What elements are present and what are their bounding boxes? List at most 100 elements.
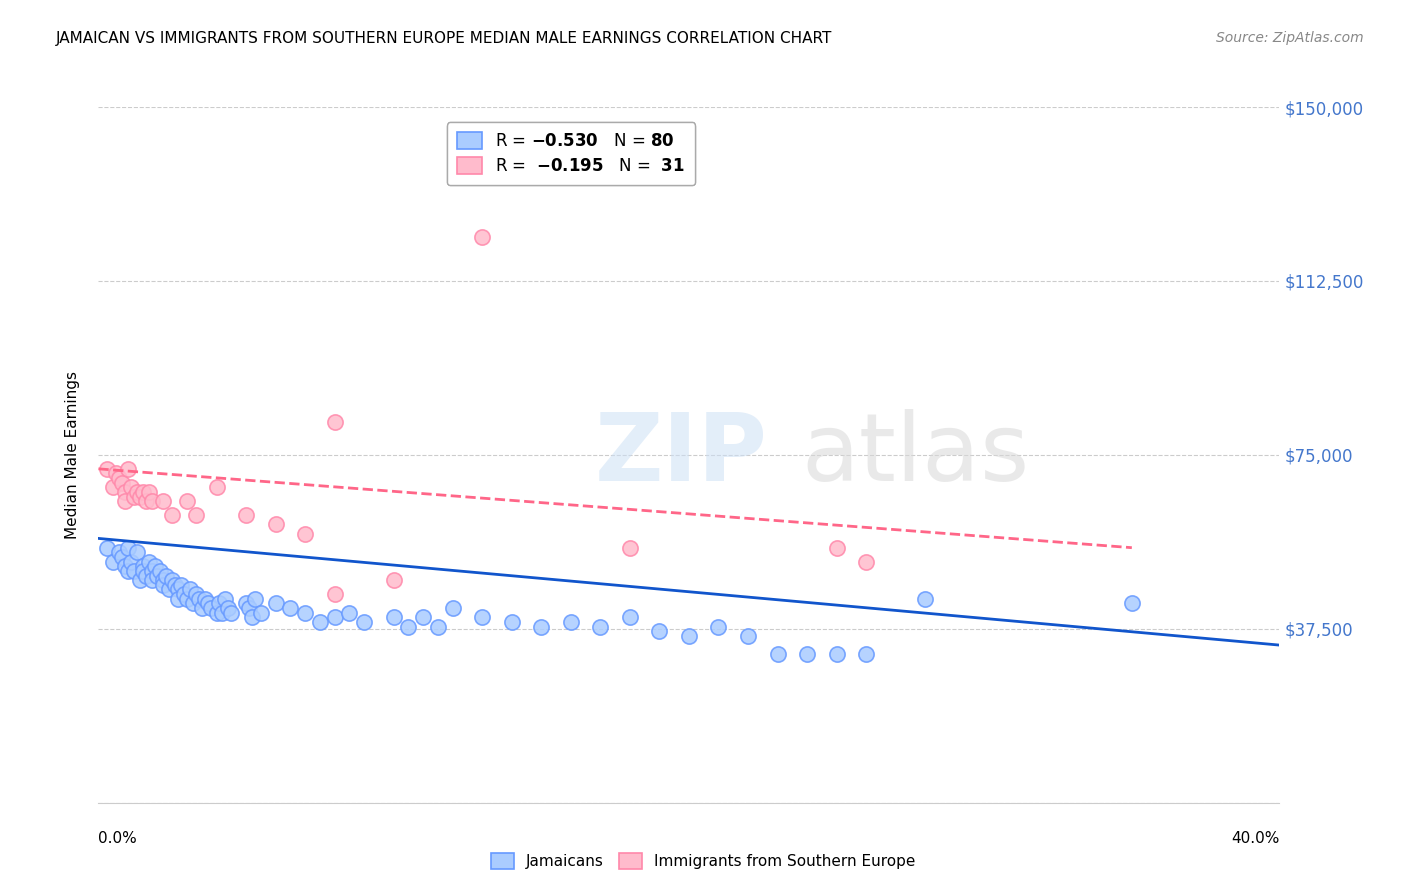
Point <box>217 601 239 615</box>
Point <box>619 541 641 555</box>
Point <box>412 610 434 624</box>
Point <box>441 601 464 615</box>
Point <box>114 485 136 500</box>
Point <box>111 475 134 490</box>
Point <box>157 582 180 597</box>
Point <box>135 568 157 582</box>
Point <box>323 416 346 430</box>
Point <box>108 545 131 559</box>
Point <box>155 568 177 582</box>
Point <box>707 619 730 633</box>
Legend: Jamaicans, Immigrants from Southern Europe: Jamaicans, Immigrants from Southern Euro… <box>485 847 921 875</box>
Point <box>128 573 150 587</box>
Point <box>214 591 236 606</box>
Point <box>560 615 582 629</box>
Point <box>766 648 789 662</box>
Point <box>323 610 346 624</box>
Point <box>530 619 553 633</box>
Point <box>179 582 201 597</box>
Point <box>141 494 163 508</box>
Text: JAMAICAN VS IMMIGRANTS FROM SOUTHERN EUROPE MEDIAN MALE EARNINGS CORRELATION CHA: JAMAICAN VS IMMIGRANTS FROM SOUTHERN EUR… <box>56 31 832 46</box>
Point <box>825 541 848 555</box>
Y-axis label: Median Male Earnings: Median Male Earnings <box>65 371 80 539</box>
Legend: R = $\mathbf{-0.530}$   N = $\mathbf{80}$, R =  $\mathbf{-0.195}$   N =  $\mathb: R = $\mathbf{-0.530}$ N = $\mathbf{80}$,… <box>447 122 695 186</box>
Point <box>184 587 207 601</box>
Point <box>205 606 228 620</box>
Point <box>167 591 190 606</box>
Point <box>589 619 612 633</box>
Point <box>176 494 198 508</box>
Text: Source: ZipAtlas.com: Source: ZipAtlas.com <box>1216 31 1364 45</box>
Point <box>309 615 332 629</box>
Point <box>240 610 263 624</box>
Text: 40.0%: 40.0% <box>1232 830 1279 846</box>
Point <box>132 564 155 578</box>
Point <box>173 587 195 601</box>
Point <box>825 648 848 662</box>
Point <box>152 573 174 587</box>
Point <box>152 494 174 508</box>
Point <box>120 555 142 569</box>
Point <box>125 545 148 559</box>
Point <box>219 606 242 620</box>
Point <box>382 610 405 624</box>
Point <box>294 526 316 541</box>
Point <box>117 462 139 476</box>
Point <box>132 485 155 500</box>
Point <box>132 559 155 574</box>
Point <box>235 596 257 610</box>
Point <box>382 573 405 587</box>
Point <box>208 596 231 610</box>
Point <box>117 541 139 555</box>
Point <box>187 591 209 606</box>
Point <box>117 564 139 578</box>
Point <box>191 601 214 615</box>
Point <box>181 596 204 610</box>
Point <box>170 578 193 592</box>
Point <box>114 559 136 574</box>
Point <box>211 606 233 620</box>
Point <box>396 619 419 633</box>
Point <box>152 578 174 592</box>
Point <box>96 462 118 476</box>
Point <box>796 648 818 662</box>
Point <box>323 587 346 601</box>
Point <box>111 549 134 564</box>
Point <box>141 564 163 578</box>
Point <box>120 480 142 494</box>
Point <box>149 564 172 578</box>
Point <box>264 517 287 532</box>
Point <box>471 230 494 244</box>
Point <box>114 494 136 508</box>
Text: 0.0%: 0.0% <box>98 830 138 846</box>
Point <box>162 573 183 587</box>
Point <box>162 508 183 523</box>
Point <box>238 601 260 615</box>
Point <box>96 541 118 555</box>
Point <box>243 591 266 606</box>
Text: ZIP: ZIP <box>595 409 768 501</box>
Point <box>138 485 160 500</box>
Point <box>678 629 700 643</box>
Point <box>471 610 494 624</box>
Point <box>855 555 877 569</box>
Point <box>235 508 257 523</box>
Point <box>200 601 222 615</box>
Point <box>167 582 190 597</box>
Point <box>103 480 125 494</box>
Point <box>278 601 302 615</box>
Point <box>165 578 187 592</box>
Point <box>250 606 273 620</box>
Point <box>205 480 228 494</box>
Point <box>135 494 157 508</box>
Point <box>128 490 150 504</box>
Point <box>138 555 160 569</box>
Point <box>125 485 148 500</box>
Point <box>146 568 169 582</box>
Text: atlas: atlas <box>801 409 1029 501</box>
Point <box>122 490 145 504</box>
Point <box>501 615 523 629</box>
Point <box>184 508 207 523</box>
Point <box>737 629 759 643</box>
Point <box>619 610 641 624</box>
